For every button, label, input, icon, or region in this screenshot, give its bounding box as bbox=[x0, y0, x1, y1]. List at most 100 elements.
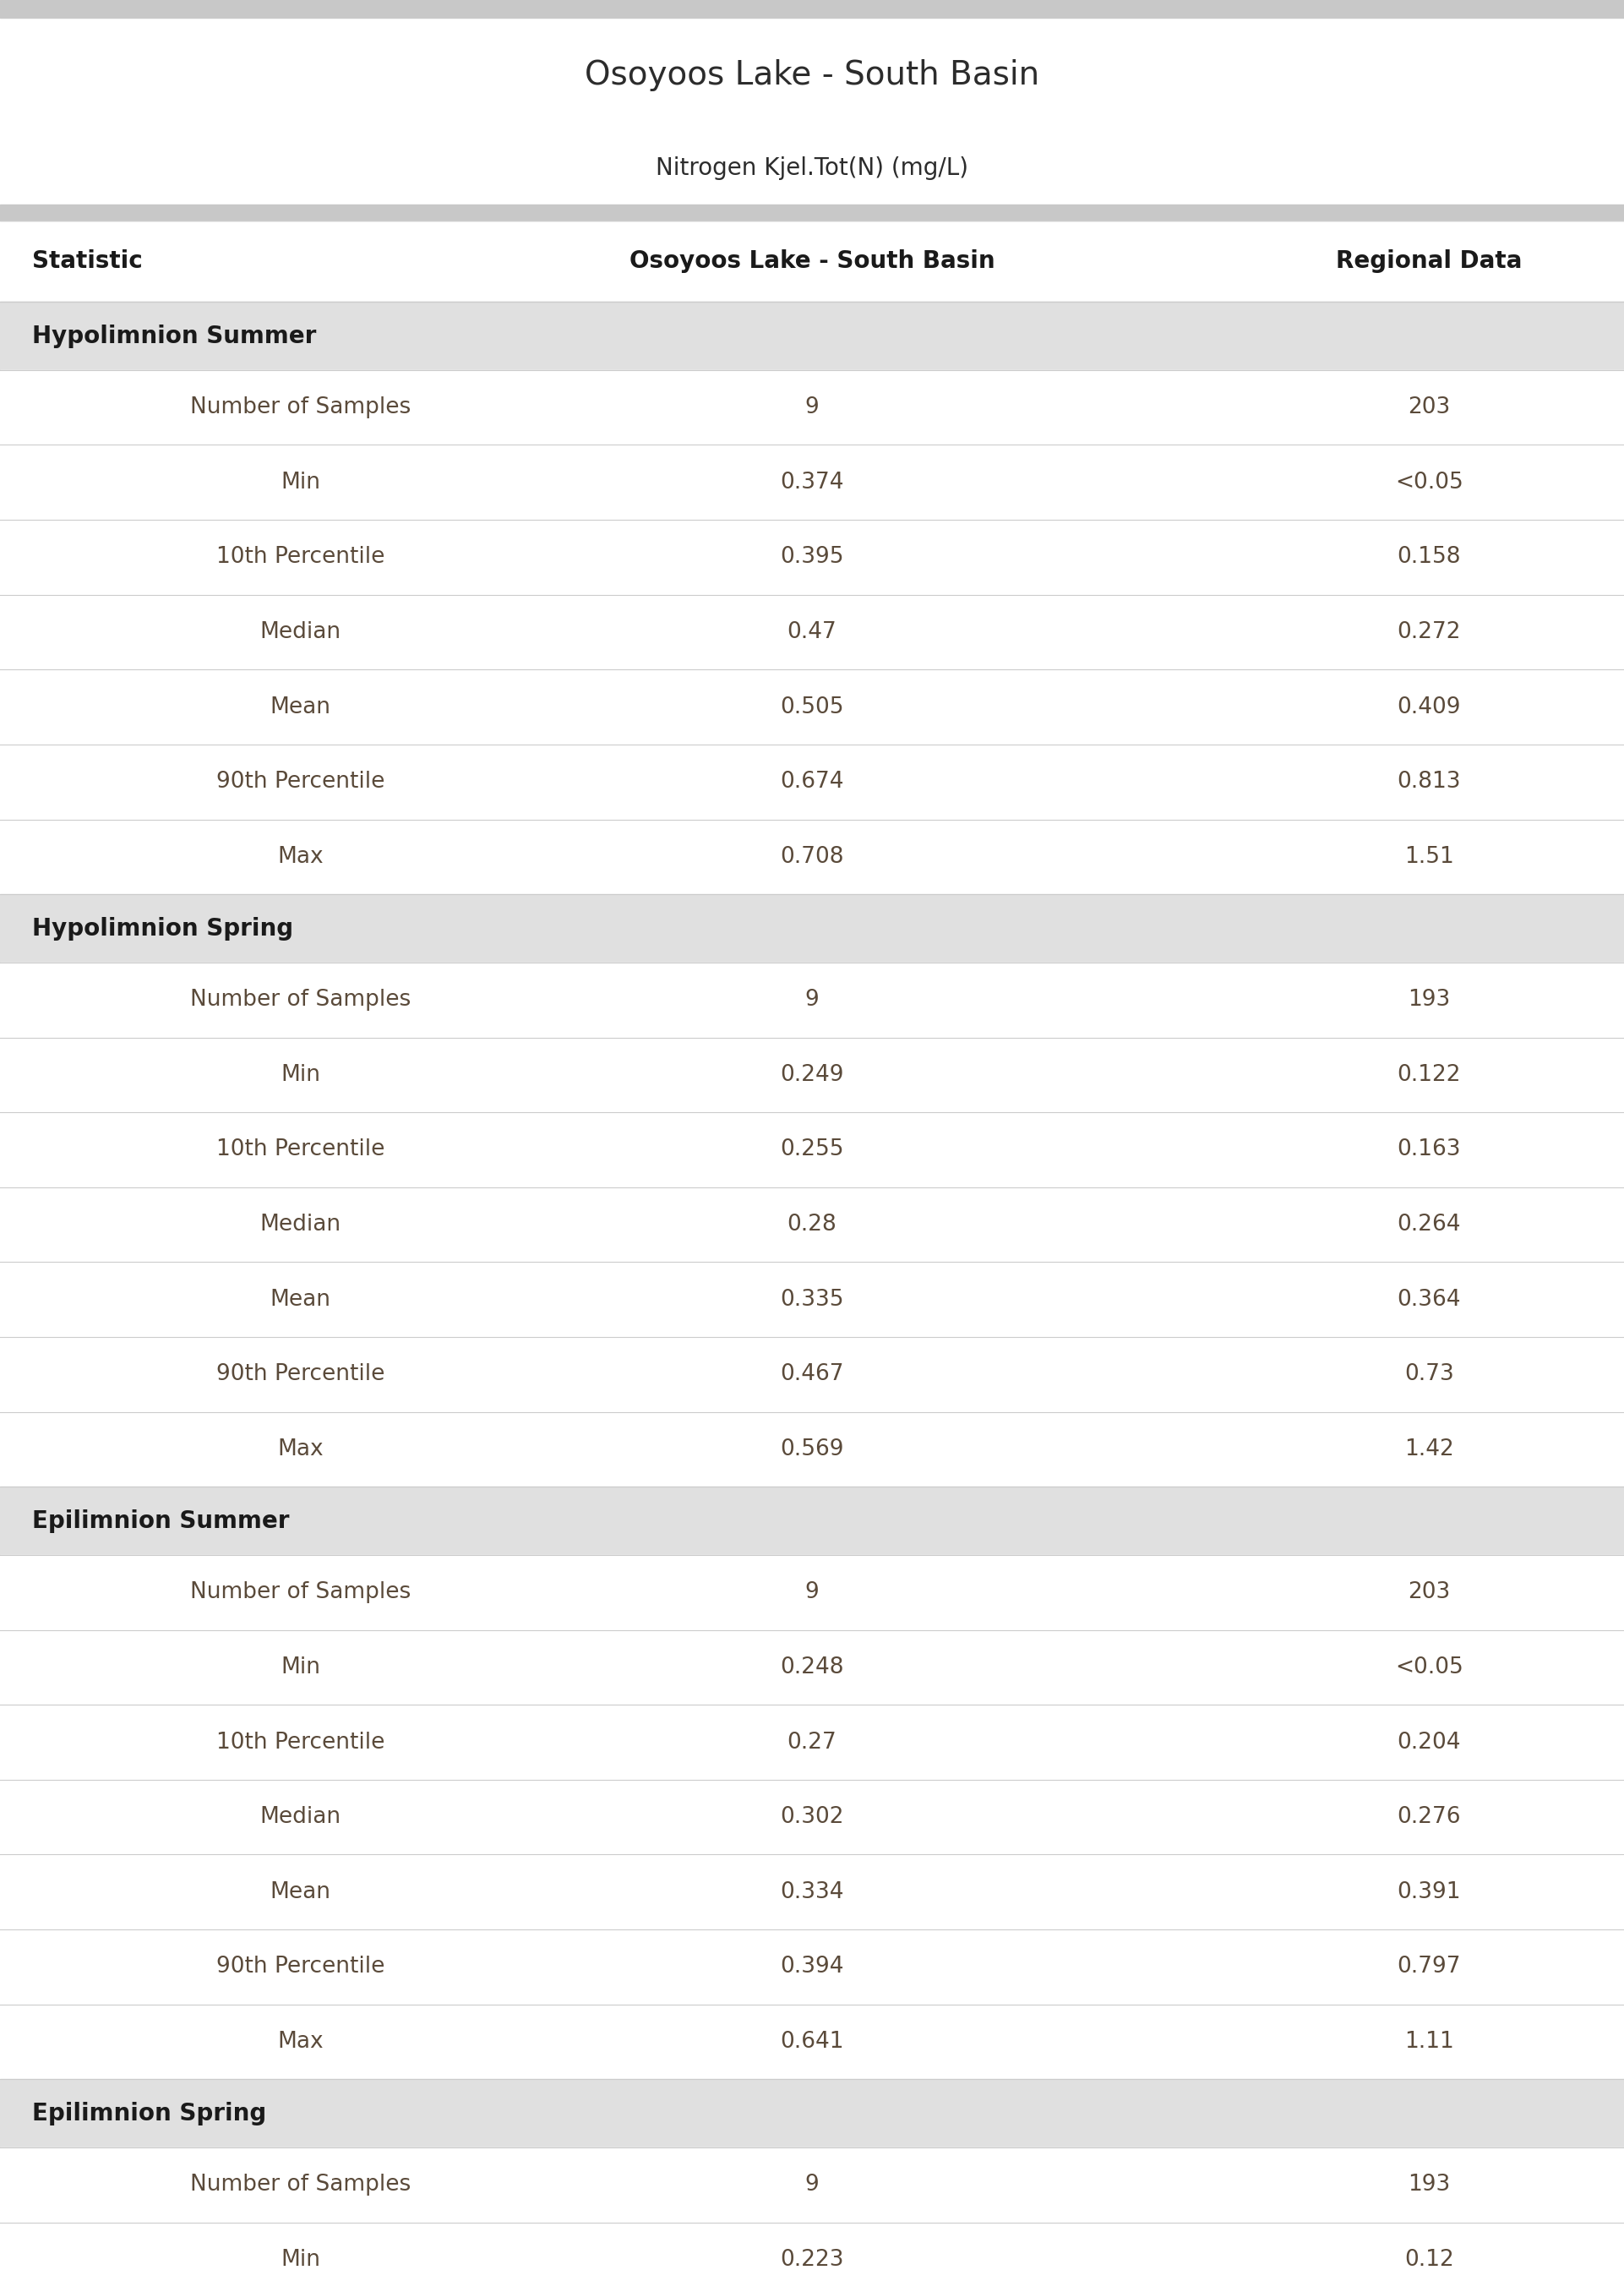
Text: 0.158: 0.158 bbox=[1397, 547, 1462, 568]
Bar bbox=[0, 745, 1624, 819]
Bar bbox=[0, 1555, 1624, 1630]
Bar bbox=[0, 1337, 1624, 1412]
Text: 0.335: 0.335 bbox=[780, 1289, 844, 1310]
Text: Statistic: Statistic bbox=[32, 250, 143, 272]
Bar bbox=[0, 0, 1624, 18]
Text: Max: Max bbox=[278, 2032, 323, 2052]
Text: 0.248: 0.248 bbox=[780, 1657, 844, 1678]
Bar bbox=[0, 220, 1624, 302]
Text: 193: 193 bbox=[1408, 2175, 1450, 2195]
Text: 90th Percentile: 90th Percentile bbox=[216, 1364, 385, 1385]
Text: 9: 9 bbox=[806, 397, 818, 418]
Text: Osoyoos Lake - South Basin: Osoyoos Lake - South Basin bbox=[585, 59, 1039, 91]
Text: 0.708: 0.708 bbox=[780, 847, 844, 867]
Text: Osoyoos Lake - South Basin: Osoyoos Lake - South Basin bbox=[628, 250, 996, 272]
Text: 1.11: 1.11 bbox=[1405, 2032, 1453, 2052]
Text: 10th Percentile: 10th Percentile bbox=[216, 1140, 385, 1160]
Text: Mean: Mean bbox=[270, 697, 331, 717]
Text: 1.42: 1.42 bbox=[1405, 1439, 1453, 1460]
Text: Min: Min bbox=[281, 2250, 320, 2270]
Text: Number of Samples: Number of Samples bbox=[190, 397, 411, 418]
Bar bbox=[0, 445, 1624, 520]
Text: 90th Percentile: 90th Percentile bbox=[216, 1957, 385, 1977]
Bar bbox=[0, 1262, 1624, 1337]
Text: <0.05: <0.05 bbox=[1395, 1657, 1463, 1678]
Text: 90th Percentile: 90th Percentile bbox=[216, 772, 385, 792]
Bar bbox=[0, 204, 1624, 220]
Text: 0.264: 0.264 bbox=[1397, 1214, 1462, 1235]
Text: Min: Min bbox=[281, 1657, 320, 1678]
Bar bbox=[0, 1930, 1624, 2004]
Text: 1.51: 1.51 bbox=[1405, 847, 1453, 867]
Text: Hypolimnion Spring: Hypolimnion Spring bbox=[32, 917, 294, 940]
Text: Regional Data: Regional Data bbox=[1337, 250, 1522, 272]
Text: Epilimnion Summer: Epilimnion Summer bbox=[32, 1510, 289, 1532]
Text: Min: Min bbox=[281, 1065, 320, 1085]
Text: 0.813: 0.813 bbox=[1397, 772, 1462, 792]
Text: 0.12: 0.12 bbox=[1405, 2250, 1453, 2270]
Text: 9: 9 bbox=[806, 2175, 818, 2195]
Text: 0.255: 0.255 bbox=[780, 1140, 844, 1160]
Text: Max: Max bbox=[278, 1439, 323, 1460]
Bar bbox=[0, 370, 1624, 445]
Text: 0.28: 0.28 bbox=[788, 1214, 836, 1235]
Bar bbox=[0, 962, 1624, 1037]
Text: Mean: Mean bbox=[270, 1289, 331, 1310]
Text: 0.249: 0.249 bbox=[780, 1065, 844, 1085]
Text: Mean: Mean bbox=[270, 1882, 331, 1902]
Text: 203: 203 bbox=[1408, 1582, 1450, 1603]
Text: 0.394: 0.394 bbox=[780, 1957, 844, 1977]
Bar bbox=[0, 2147, 1624, 2222]
Text: 193: 193 bbox=[1408, 990, 1450, 1010]
Text: 0.223: 0.223 bbox=[780, 2250, 844, 2270]
Bar bbox=[0, 894, 1624, 962]
Bar bbox=[0, 2004, 1624, 2079]
Text: 0.73: 0.73 bbox=[1405, 1364, 1453, 1385]
Text: 0.47: 0.47 bbox=[788, 622, 836, 642]
Text: 0.641: 0.641 bbox=[780, 2032, 844, 2052]
Text: 0.27: 0.27 bbox=[788, 1732, 836, 1752]
Bar bbox=[0, 1037, 1624, 1112]
Bar bbox=[0, 1780, 1624, 1855]
Bar bbox=[0, 1412, 1624, 1487]
Text: Number of Samples: Number of Samples bbox=[190, 990, 411, 1010]
Text: Median: Median bbox=[260, 622, 341, 642]
Text: Nitrogen Kjel.Tot(N) (mg/L): Nitrogen Kjel.Tot(N) (mg/L) bbox=[656, 157, 968, 179]
Text: 10th Percentile: 10th Percentile bbox=[216, 547, 385, 568]
Text: Median: Median bbox=[260, 1807, 341, 1827]
Text: 0.334: 0.334 bbox=[780, 1882, 844, 1902]
Bar bbox=[0, 302, 1624, 370]
Bar bbox=[0, 1705, 1624, 1780]
Text: 9: 9 bbox=[806, 1582, 818, 1603]
Text: 9: 9 bbox=[806, 990, 818, 1010]
Text: 0.467: 0.467 bbox=[780, 1364, 844, 1385]
Bar bbox=[0, 1112, 1624, 1187]
Bar bbox=[0, 595, 1624, 670]
Bar bbox=[0, 670, 1624, 745]
Bar bbox=[0, 819, 1624, 894]
Text: Hypolimnion Summer: Hypolimnion Summer bbox=[32, 325, 317, 347]
Text: <0.05: <0.05 bbox=[1395, 472, 1463, 493]
Text: 0.204: 0.204 bbox=[1397, 1732, 1462, 1752]
Text: 0.276: 0.276 bbox=[1397, 1807, 1462, 1827]
Text: Number of Samples: Number of Samples bbox=[190, 2175, 411, 2195]
Text: Min: Min bbox=[281, 472, 320, 493]
Text: Max: Max bbox=[278, 847, 323, 867]
Text: Epilimnion Spring: Epilimnion Spring bbox=[32, 2102, 266, 2125]
Text: 0.272: 0.272 bbox=[1397, 622, 1462, 642]
Text: 203: 203 bbox=[1408, 397, 1450, 418]
Text: 0.391: 0.391 bbox=[1397, 1882, 1462, 1902]
Bar bbox=[0, 1630, 1624, 1705]
Text: 0.409: 0.409 bbox=[1397, 697, 1462, 717]
Bar bbox=[0, 1855, 1624, 1930]
Bar bbox=[0, 1187, 1624, 1262]
Bar bbox=[0, 1487, 1624, 1555]
Text: 0.569: 0.569 bbox=[780, 1439, 844, 1460]
Text: 0.302: 0.302 bbox=[780, 1807, 844, 1827]
Text: 0.797: 0.797 bbox=[1397, 1957, 1462, 1977]
Text: Median: Median bbox=[260, 1214, 341, 1235]
Text: Number of Samples: Number of Samples bbox=[190, 1582, 411, 1603]
Text: 0.374: 0.374 bbox=[780, 472, 844, 493]
Text: 0.674: 0.674 bbox=[780, 772, 844, 792]
Bar bbox=[0, 2079, 1624, 2147]
